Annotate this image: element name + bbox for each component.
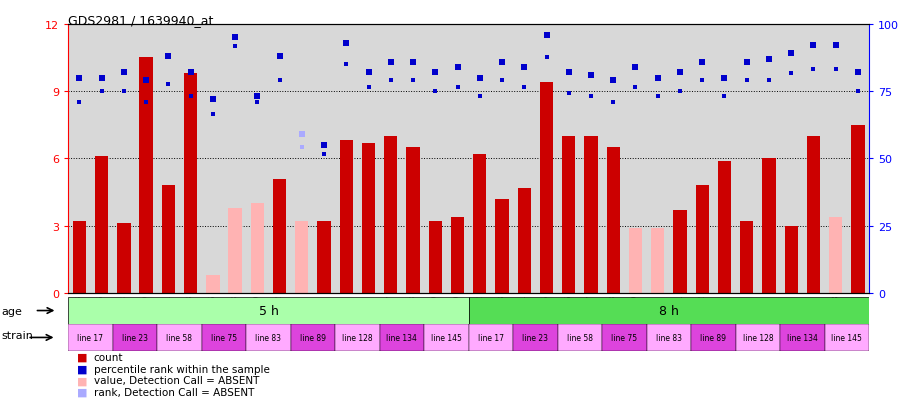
Bar xyxy=(607,148,620,293)
Bar xyxy=(784,226,798,293)
Text: line 145: line 145 xyxy=(431,333,462,342)
Text: line 128: line 128 xyxy=(342,333,373,342)
Text: line 89: line 89 xyxy=(300,333,326,342)
Bar xyxy=(384,137,398,293)
Bar xyxy=(362,143,375,293)
Text: line 145: line 145 xyxy=(832,333,863,342)
Bar xyxy=(740,222,753,293)
Bar xyxy=(139,58,153,293)
Bar xyxy=(495,199,509,293)
Bar xyxy=(469,324,513,351)
Bar xyxy=(273,179,287,293)
Text: line 75: line 75 xyxy=(211,333,237,342)
Text: line 134: line 134 xyxy=(387,333,418,342)
Bar xyxy=(450,217,464,293)
Bar xyxy=(429,222,442,293)
Bar xyxy=(518,188,531,293)
Text: age: age xyxy=(2,306,23,316)
Bar xyxy=(651,228,664,293)
Bar xyxy=(379,324,424,351)
Bar xyxy=(339,141,353,293)
Bar xyxy=(540,83,553,293)
Bar xyxy=(691,324,735,351)
Bar xyxy=(247,324,290,351)
Bar xyxy=(184,74,197,293)
Bar xyxy=(718,161,731,293)
Text: line 58: line 58 xyxy=(167,333,193,342)
Bar xyxy=(295,222,308,293)
Text: line 83: line 83 xyxy=(256,333,281,342)
Bar xyxy=(117,224,130,293)
Text: 8 h: 8 h xyxy=(659,304,679,317)
Bar xyxy=(824,324,869,351)
Bar xyxy=(68,297,469,324)
Text: line 75: line 75 xyxy=(612,333,637,342)
Text: line 17: line 17 xyxy=(77,333,104,342)
Bar xyxy=(851,126,864,293)
Text: line 23: line 23 xyxy=(522,333,549,342)
Bar xyxy=(602,324,647,351)
Text: line 58: line 58 xyxy=(567,333,593,342)
Bar xyxy=(424,324,469,351)
Bar xyxy=(562,137,575,293)
Bar xyxy=(335,324,379,351)
Bar xyxy=(228,208,242,293)
Bar xyxy=(558,324,602,351)
Bar xyxy=(763,159,775,293)
Text: ■: ■ xyxy=(77,387,88,397)
Bar xyxy=(113,324,157,351)
Text: ■: ■ xyxy=(77,364,88,374)
Bar xyxy=(202,324,247,351)
Text: value, Detection Call = ABSENT: value, Detection Call = ABSENT xyxy=(94,375,259,385)
Text: 5 h: 5 h xyxy=(258,304,278,317)
Bar xyxy=(469,297,869,324)
Bar xyxy=(95,157,108,293)
Bar xyxy=(162,186,175,293)
Bar xyxy=(68,324,113,351)
Bar xyxy=(157,324,202,351)
Bar xyxy=(647,324,691,351)
Text: count: count xyxy=(94,352,123,362)
Bar xyxy=(673,211,687,293)
Bar xyxy=(629,228,642,293)
Bar xyxy=(473,154,487,293)
Text: line 89: line 89 xyxy=(701,333,726,342)
Bar xyxy=(735,324,780,351)
Bar xyxy=(513,324,558,351)
Bar xyxy=(250,204,264,293)
Bar xyxy=(807,137,820,293)
Text: percentile rank within the sample: percentile rank within the sample xyxy=(94,364,269,374)
Bar xyxy=(207,275,219,293)
Bar xyxy=(829,217,843,293)
Bar xyxy=(695,186,709,293)
Text: line 23: line 23 xyxy=(122,333,148,342)
Bar xyxy=(73,222,86,293)
Bar xyxy=(780,324,824,351)
Text: ■: ■ xyxy=(77,375,88,385)
Bar xyxy=(290,324,335,351)
Text: rank, Detection Call = ABSENT: rank, Detection Call = ABSENT xyxy=(94,387,254,397)
Bar xyxy=(584,137,598,293)
Text: strain: strain xyxy=(2,330,34,341)
Text: line 83: line 83 xyxy=(656,333,682,342)
Text: line 134: line 134 xyxy=(787,333,818,342)
Text: line 17: line 17 xyxy=(478,333,504,342)
Bar xyxy=(318,222,330,293)
Text: GDS2981 / 1639940_at: GDS2981 / 1639940_at xyxy=(68,14,214,27)
Text: line 128: line 128 xyxy=(743,333,774,342)
Bar xyxy=(407,148,420,293)
Text: ■: ■ xyxy=(77,352,88,362)
